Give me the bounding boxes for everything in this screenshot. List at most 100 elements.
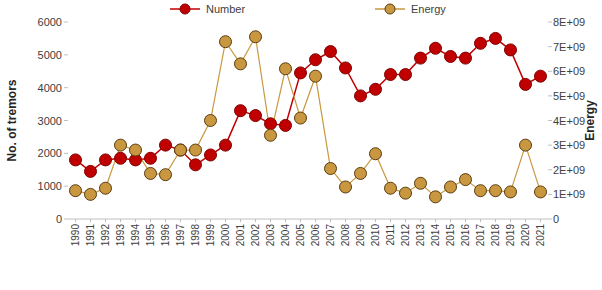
y-tick-label: 3000 [38, 115, 62, 127]
marker [190, 144, 202, 156]
x-tick-label: 1992 [100, 224, 111, 247]
x-tick-label: 2019 [505, 224, 516, 247]
marker [520, 139, 532, 151]
marker [190, 159, 202, 171]
marker [370, 148, 382, 160]
x-tick [495, 219, 496, 222]
marker [460, 52, 472, 64]
marker [415, 52, 427, 64]
y2-tick-label: 2E+09 [553, 164, 585, 176]
marker [250, 31, 262, 43]
marker [370, 83, 382, 95]
marker [295, 112, 307, 124]
marker [385, 182, 397, 194]
marker [340, 181, 352, 193]
y-tick-label: 6000 [38, 16, 62, 28]
marker [400, 69, 412, 81]
x-tick-label: 2010 [370, 224, 381, 247]
x-tick [540, 219, 541, 222]
marker [355, 90, 367, 102]
marker [235, 105, 247, 117]
marker [205, 149, 217, 161]
marker [130, 144, 142, 156]
marker [355, 167, 367, 179]
x-tick [405, 219, 406, 222]
y2-tick [548, 145, 552, 146]
x-tick-label: 2002 [250, 224, 261, 247]
x-tick [195, 219, 196, 222]
y2-tick-label: 3E+09 [553, 139, 585, 151]
chart: 010002000300040005000600001E+092E+093E+0… [0, 0, 602, 290]
x-tick [315, 219, 316, 222]
marker [490, 185, 502, 197]
y-tick-label: 1000 [38, 180, 62, 192]
marker [535, 70, 547, 82]
y2-tick-label: 4E+09 [553, 115, 585, 127]
marker [310, 70, 322, 82]
x-tick-label: 2018 [490, 224, 501, 247]
marker [250, 110, 262, 122]
x-tick-label: 2015 [445, 224, 456, 247]
marker [220, 139, 232, 151]
x-tick [150, 219, 151, 222]
y-tick [64, 153, 68, 154]
y-tick [64, 120, 68, 121]
x-tick-label: 1990 [70, 224, 81, 247]
marker [475, 185, 487, 197]
x-tick [375, 219, 376, 222]
y-tick [64, 186, 68, 187]
marker [115, 152, 127, 164]
marker [265, 118, 277, 130]
y-tick [64, 22, 68, 23]
x-tick [525, 219, 526, 222]
plot-area [70, 31, 547, 203]
x-tick [120, 219, 121, 222]
y2-tick-label: 7E+09 [553, 41, 585, 53]
legend-marker [385, 4, 395, 14]
marker [430, 42, 442, 54]
marker [280, 119, 292, 131]
x-tick-label: 2003 [265, 224, 276, 247]
y-tick [64, 54, 68, 55]
marker [220, 36, 232, 48]
x-tick [390, 219, 391, 222]
y2-tick [548, 219, 552, 220]
x-tick [255, 219, 256, 222]
y2-tick [548, 169, 552, 170]
x-tick [345, 219, 346, 222]
marker [70, 185, 82, 197]
series-line [76, 37, 541, 197]
marker [385, 69, 397, 81]
x-tick [75, 219, 76, 222]
marker [145, 152, 157, 164]
marker [145, 167, 157, 179]
legend-label: Energy [411, 3, 446, 15]
y2-tick-label: 5E+09 [553, 90, 585, 102]
y2-tick [548, 46, 552, 47]
y2-tick [548, 194, 552, 195]
x-tick-label: 1997 [175, 224, 186, 247]
x-tick [285, 219, 286, 222]
marker [160, 169, 172, 181]
x-tick [210, 219, 211, 222]
x-tick-label: 2000 [220, 224, 231, 247]
marker [430, 191, 442, 203]
x-tick [435, 219, 436, 222]
marker [505, 186, 517, 198]
x-tick-label: 1991 [85, 224, 96, 247]
y2-tick [548, 120, 552, 121]
x-tick-label: 1994 [130, 224, 141, 247]
marker [325, 163, 337, 175]
marker [235, 58, 247, 70]
y2-tick-label: 1E+09 [553, 188, 585, 200]
x-tick-label: 2008 [340, 224, 351, 247]
x-tick-label: 2009 [355, 224, 366, 247]
marker [460, 174, 472, 186]
x-tick-label: 1993 [115, 224, 126, 247]
marker [100, 154, 112, 166]
marker [205, 115, 217, 127]
x-tick-label: 2020 [520, 224, 531, 247]
x-axis [68, 219, 548, 220]
x-tick [360, 219, 361, 222]
x-tick-label: 2005 [295, 224, 306, 247]
